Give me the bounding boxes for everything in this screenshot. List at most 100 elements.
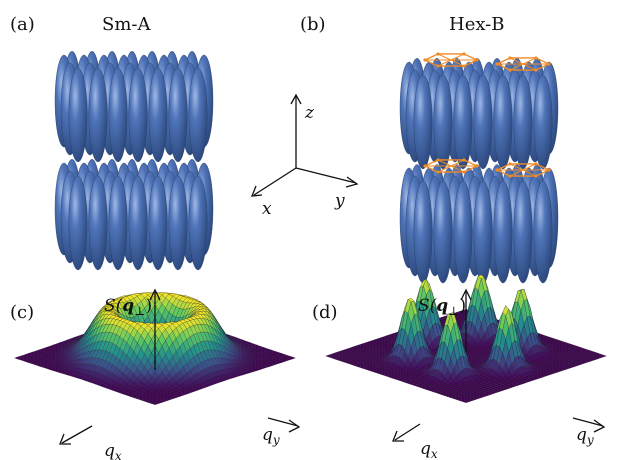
hex-order-spoke bbox=[437, 53, 452, 61]
hex-order-spoke bbox=[522, 169, 537, 177]
panel-c: (c) S(q⊥) qx qy bbox=[10, 288, 301, 460]
panel-a: (a) Sm-A bbox=[10, 14, 214, 271]
hex-order-spoke bbox=[522, 163, 537, 171]
panel-b-title: Hex-B bbox=[449, 14, 505, 35]
molecule bbox=[168, 175, 188, 271]
hex-order-spoke bbox=[450, 165, 465, 173]
hex-order-spoke bbox=[437, 59, 452, 67]
molecule bbox=[188, 67, 208, 163]
d-qx-axis-line bbox=[394, 423, 421, 441]
y-axis-line bbox=[295, 167, 357, 184]
hex-order-spoke bbox=[522, 63, 537, 71]
c-qy-arrowhead bbox=[288, 419, 301, 433]
panel-d: (d) S(q⊥) qx qy bbox=[312, 274, 607, 460]
molecule bbox=[88, 67, 108, 163]
hex-order-node bbox=[534, 174, 538, 178]
c-structure-factor-label: S(q⊥) bbox=[104, 296, 152, 318]
molecule bbox=[433, 74, 453, 170]
panel-c-tag: (c) bbox=[10, 302, 34, 323]
molecule bbox=[128, 175, 148, 271]
hex-order-spoke bbox=[450, 159, 465, 167]
z-axis-label: z bbox=[304, 103, 315, 123]
molecule bbox=[513, 180, 533, 284]
hexagonal-peaks-surface bbox=[325, 274, 607, 403]
molecule bbox=[108, 67, 128, 163]
molecule bbox=[533, 74, 553, 170]
molecule bbox=[88, 175, 108, 271]
molecule bbox=[473, 180, 493, 284]
hex-order-spoke bbox=[450, 53, 465, 61]
hex-order-spoke bbox=[509, 63, 524, 71]
hex-order-node bbox=[423, 164, 427, 168]
hex-order-node bbox=[547, 62, 551, 66]
hex-order-spoke bbox=[437, 165, 452, 173]
hex-order-node bbox=[462, 170, 466, 174]
c-vertical-axis-arrowhead bbox=[149, 288, 161, 301]
surface-facet bbox=[151, 402, 159, 405]
hex-order-node bbox=[508, 174, 512, 178]
hex-order-node bbox=[534, 56, 538, 60]
molecule bbox=[68, 67, 88, 163]
z-axis-arrowhead bbox=[290, 93, 302, 105]
hex-order-node bbox=[462, 64, 466, 68]
surface-facet bbox=[462, 400, 470, 403]
d-structure-factor-label: S(q⊥) bbox=[418, 296, 466, 318]
molecule bbox=[108, 175, 128, 271]
molecule bbox=[493, 180, 513, 284]
molecule bbox=[493, 74, 513, 170]
x-axis-arrowhead bbox=[250, 185, 263, 197]
molecule bbox=[188, 175, 208, 271]
hex-order-node bbox=[423, 58, 427, 62]
hex-order-node bbox=[436, 52, 440, 56]
c-qy-axis-line bbox=[267, 417, 299, 427]
d-qy-axis-line bbox=[572, 417, 604, 427]
c-qx-arrowhead bbox=[59, 433, 71, 445]
d-qy-arrowhead bbox=[593, 419, 606, 433]
hex-order-node bbox=[508, 68, 512, 72]
hex-order-spoke bbox=[509, 57, 524, 65]
molecule bbox=[148, 175, 168, 271]
coordinate-axes bbox=[250, 93, 359, 197]
y-axis-arrowhead bbox=[345, 176, 359, 188]
d-qy-label: qy bbox=[576, 425, 594, 447]
molecule bbox=[453, 74, 473, 170]
hex-order-spoke bbox=[509, 163, 524, 171]
c-qx-axis-line bbox=[61, 425, 93, 444]
hex-order-spoke bbox=[522, 57, 537, 65]
sm-a-molecule-stack bbox=[54, 51, 214, 271]
hex-order-node bbox=[436, 158, 440, 162]
hex-order-node bbox=[495, 62, 499, 66]
molecule bbox=[473, 74, 493, 170]
y-axis-label: y bbox=[334, 191, 345, 211]
molecule bbox=[453, 180, 473, 284]
molecule bbox=[513, 74, 533, 170]
c-qy-label: qy bbox=[262, 425, 280, 447]
hex-order-node bbox=[436, 64, 440, 68]
hex-b-molecule-stack bbox=[399, 52, 559, 284]
hex-order-node bbox=[462, 52, 466, 56]
hex-order-node bbox=[534, 68, 538, 72]
panel-a-title: Sm-A bbox=[102, 14, 151, 35]
molecule bbox=[413, 180, 433, 284]
hex-order-node bbox=[495, 168, 499, 172]
hex-order-node bbox=[462, 158, 466, 162]
panel-a-tag: (a) bbox=[10, 14, 35, 35]
ring-structure-factor-surface bbox=[14, 292, 296, 405]
molecule bbox=[168, 67, 188, 163]
hex-order-node bbox=[436, 170, 440, 174]
hex-order-spoke bbox=[437, 159, 452, 167]
molecule bbox=[148, 67, 168, 163]
hex-order-node bbox=[508, 56, 512, 60]
hex-order-spoke bbox=[509, 169, 524, 177]
molecule bbox=[433, 180, 453, 284]
hex-order-node bbox=[475, 58, 479, 62]
panel-d-tag: (d) bbox=[312, 302, 338, 323]
c-qx-label: qx bbox=[104, 441, 122, 460]
molecule bbox=[413, 74, 433, 170]
molecule bbox=[128, 67, 148, 163]
hex-order-node bbox=[547, 168, 551, 172]
x-axis-line bbox=[253, 167, 297, 196]
panel-b-tag: (b) bbox=[300, 14, 326, 35]
x-axis-label: x bbox=[262, 199, 272, 219]
